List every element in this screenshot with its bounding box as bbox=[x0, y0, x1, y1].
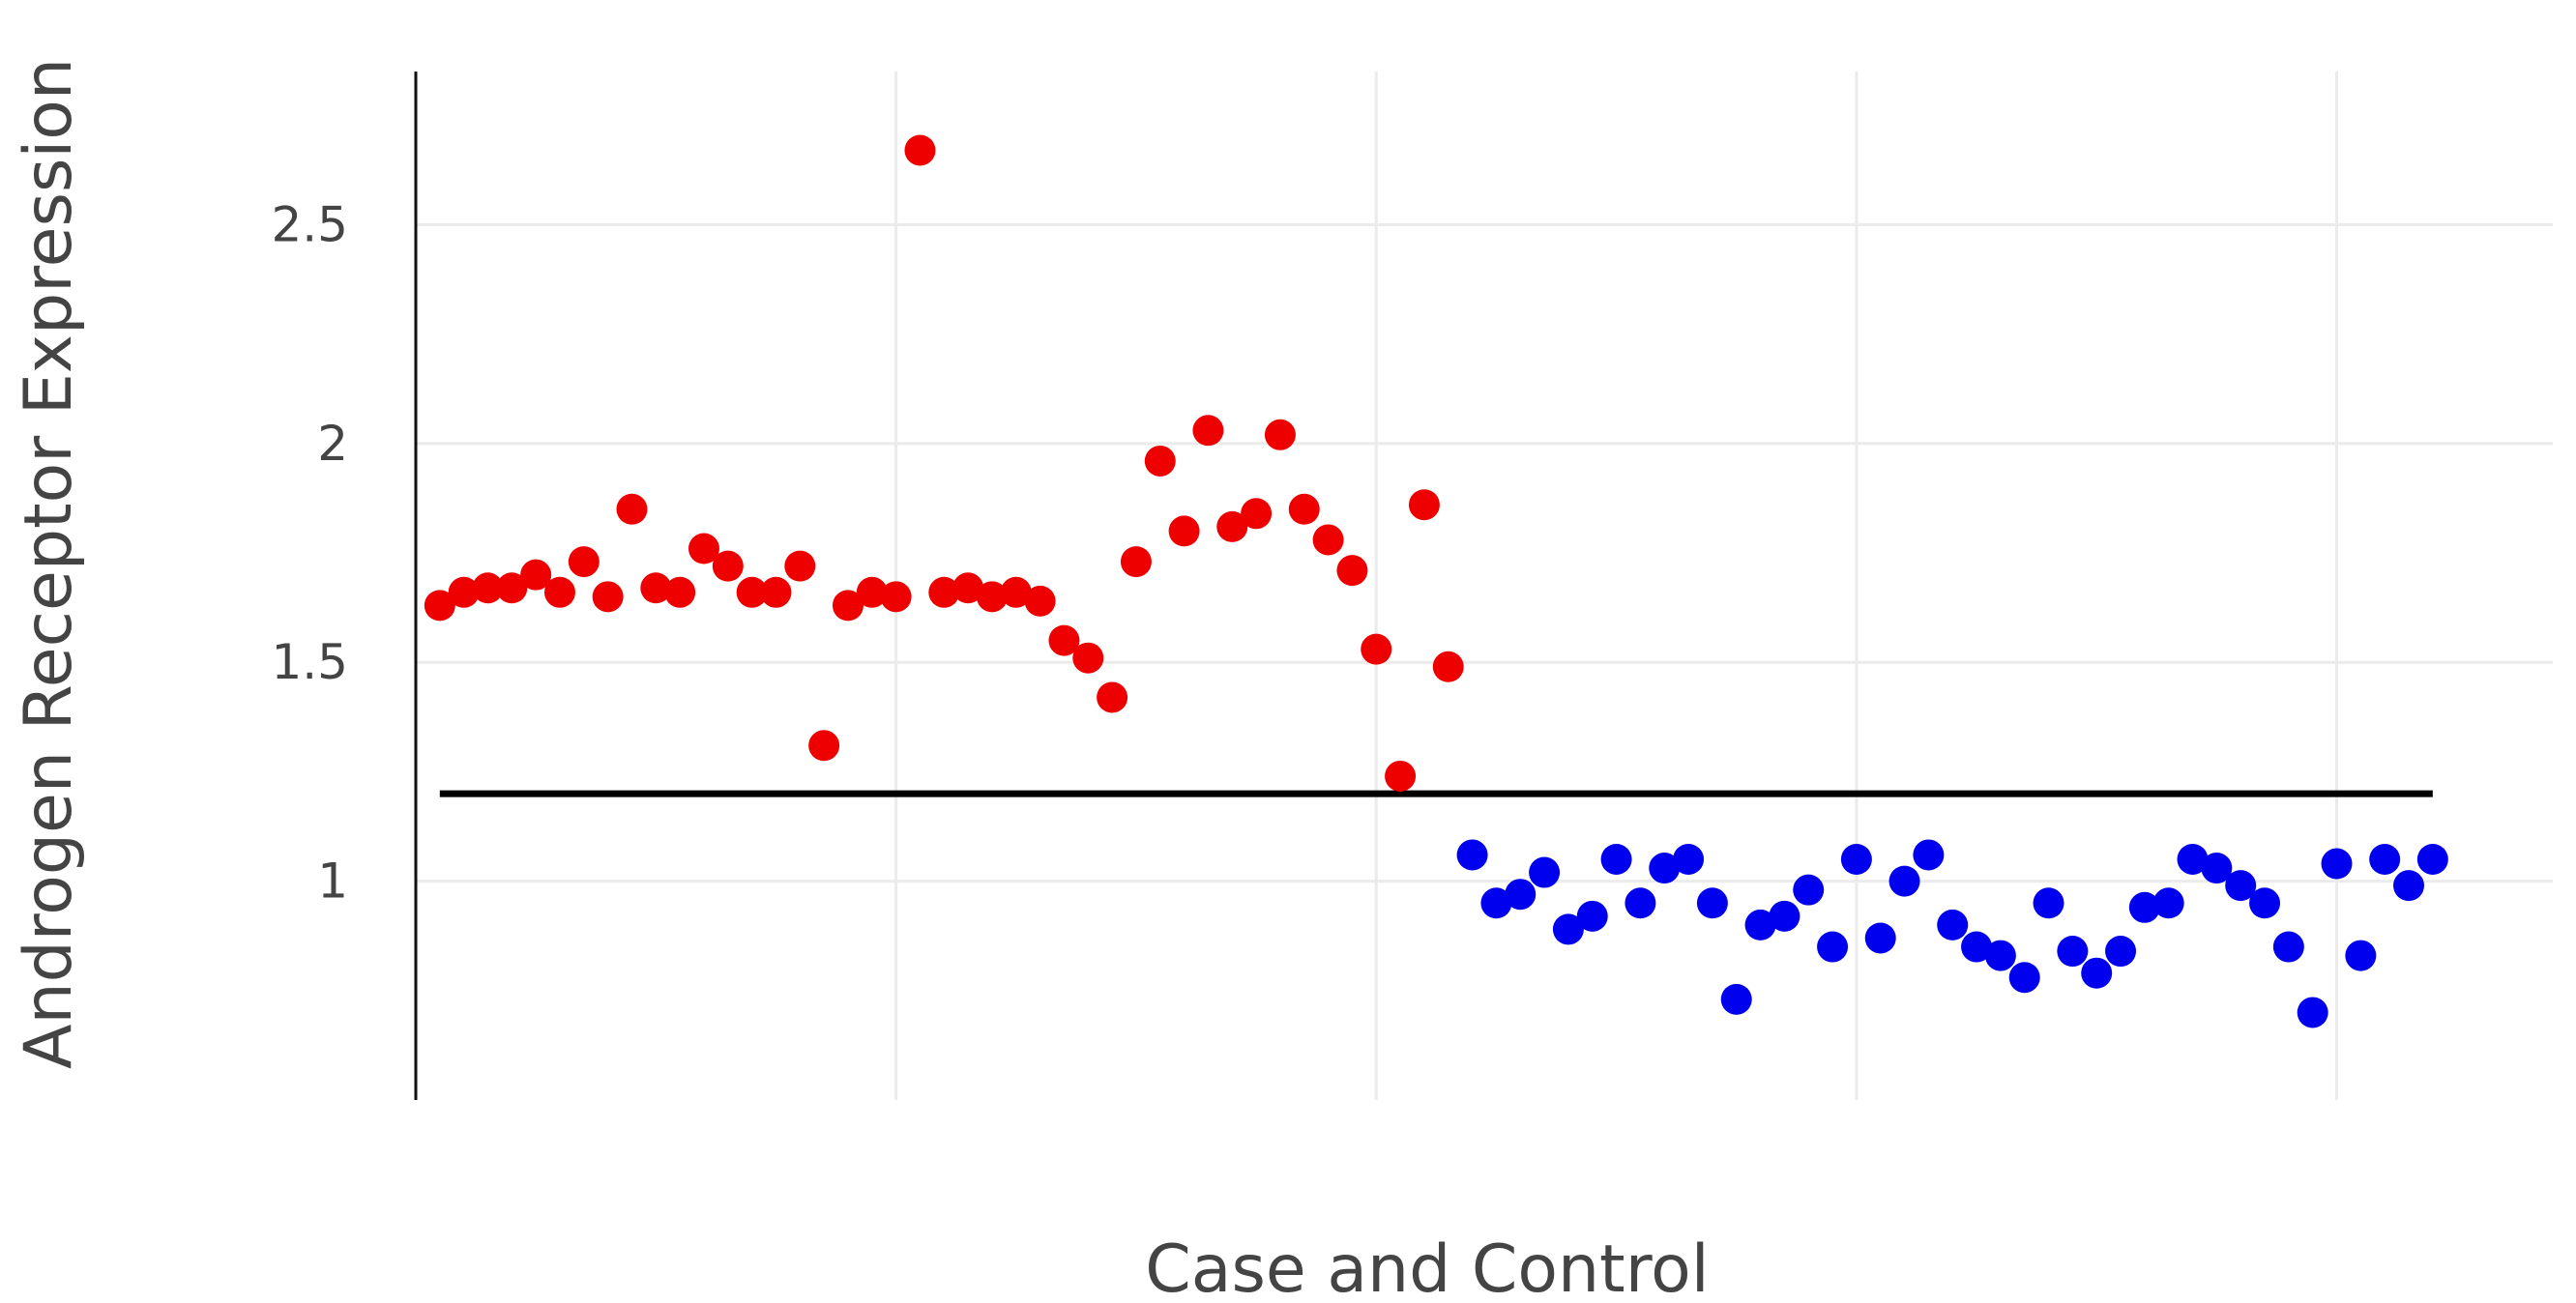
case-point bbox=[688, 533, 719, 565]
case-point bbox=[448, 576, 480, 608]
case-point bbox=[784, 550, 816, 582]
control-point bbox=[1984, 940, 2016, 971]
case-point bbox=[616, 493, 648, 525]
case-point bbox=[808, 730, 840, 762]
control-point bbox=[2008, 962, 2040, 994]
control-point bbox=[2201, 853, 2233, 884]
control-point bbox=[2393, 870, 2425, 902]
case-point bbox=[1192, 415, 1224, 447]
control-point bbox=[1576, 900, 1608, 932]
control-point bbox=[2152, 887, 2184, 919]
control-point bbox=[1625, 887, 1656, 919]
control-point bbox=[1840, 843, 1872, 875]
case-point bbox=[832, 590, 864, 622]
control-point bbox=[2177, 843, 2209, 875]
y-tick-label: 1.5 bbox=[271, 634, 348, 690]
control-point bbox=[1600, 843, 1632, 875]
control-point bbox=[1456, 839, 1488, 871]
y-tick-label: 1 bbox=[317, 854, 348, 910]
control-point bbox=[2033, 887, 2064, 919]
control-point bbox=[2345, 940, 2377, 971]
case-point bbox=[1024, 585, 1056, 617]
case-point bbox=[928, 576, 960, 608]
case-point bbox=[904, 134, 936, 166]
case-point bbox=[1241, 498, 1273, 530]
y-tick-label: 2 bbox=[317, 416, 348, 472]
gridlines bbox=[416, 72, 2553, 1100]
control-point bbox=[1817, 931, 1849, 963]
case-point bbox=[736, 576, 768, 608]
case-point bbox=[472, 572, 504, 604]
case-point bbox=[1408, 489, 1440, 521]
control-point bbox=[1744, 909, 1776, 941]
case-point bbox=[640, 572, 672, 604]
case-point bbox=[1072, 642, 1104, 674]
case-point bbox=[664, 576, 696, 608]
control-point bbox=[1505, 879, 1537, 911]
y-tick-label: 2.5 bbox=[271, 196, 348, 252]
case-point bbox=[976, 581, 1008, 613]
control-point bbox=[1649, 853, 1681, 884]
case-point bbox=[760, 576, 792, 608]
data-points bbox=[424, 134, 2448, 1028]
case-point bbox=[424, 590, 455, 622]
control-point bbox=[1529, 856, 1561, 888]
case-point bbox=[1432, 651, 1464, 682]
control-point bbox=[1793, 874, 1825, 906]
control-point bbox=[1913, 839, 1945, 871]
control-point bbox=[1961, 931, 1993, 963]
case-point bbox=[1361, 633, 1392, 665]
case-point bbox=[856, 576, 888, 608]
control-point bbox=[2105, 936, 2137, 968]
case-point bbox=[712, 550, 744, 582]
control-point bbox=[1769, 900, 1800, 932]
case-point bbox=[1097, 681, 1128, 713]
control-point bbox=[2321, 848, 2353, 880]
case-point bbox=[1312, 524, 1344, 556]
control-point bbox=[2297, 997, 2328, 1028]
control-point bbox=[1552, 913, 1584, 945]
control-point bbox=[1864, 922, 1896, 954]
control-point bbox=[2225, 870, 2257, 902]
tick-labels: 1 1.5 2 2.5 bbox=[271, 196, 348, 909]
case-point bbox=[880, 581, 912, 613]
case-point bbox=[1120, 546, 1152, 578]
case-point bbox=[1336, 555, 1368, 587]
control-point bbox=[2249, 887, 2281, 919]
case-point bbox=[1264, 419, 1296, 450]
case-point bbox=[952, 572, 984, 604]
case-point bbox=[1385, 760, 1417, 792]
control-point bbox=[1673, 843, 1705, 875]
control-point bbox=[2128, 891, 2160, 923]
case-point bbox=[543, 576, 575, 608]
case-point bbox=[1000, 576, 1032, 608]
control-point bbox=[1696, 887, 1728, 919]
control-point bbox=[1937, 909, 1969, 941]
case-point bbox=[592, 581, 624, 613]
control-point bbox=[1480, 887, 1512, 919]
y-axis-title: Androgen Receptor Expression bbox=[11, 58, 87, 1069]
control-point bbox=[1720, 983, 1752, 1015]
control-point bbox=[2057, 936, 2089, 968]
x-axis-title: Case and Control bbox=[1145, 1231, 1709, 1303]
case-point bbox=[496, 572, 528, 604]
case-point bbox=[1048, 624, 1080, 656]
case-point bbox=[520, 559, 552, 591]
control-point bbox=[1888, 865, 1920, 897]
case-point bbox=[1168, 515, 1200, 547]
control-point bbox=[2369, 843, 2401, 875]
case-point bbox=[1216, 510, 1248, 542]
case-point bbox=[1288, 493, 1320, 525]
case-point bbox=[1144, 445, 1176, 477]
control-point bbox=[2272, 931, 2304, 963]
case-point bbox=[568, 546, 600, 578]
control-point bbox=[2416, 843, 2448, 875]
control-point bbox=[2081, 957, 2113, 989]
